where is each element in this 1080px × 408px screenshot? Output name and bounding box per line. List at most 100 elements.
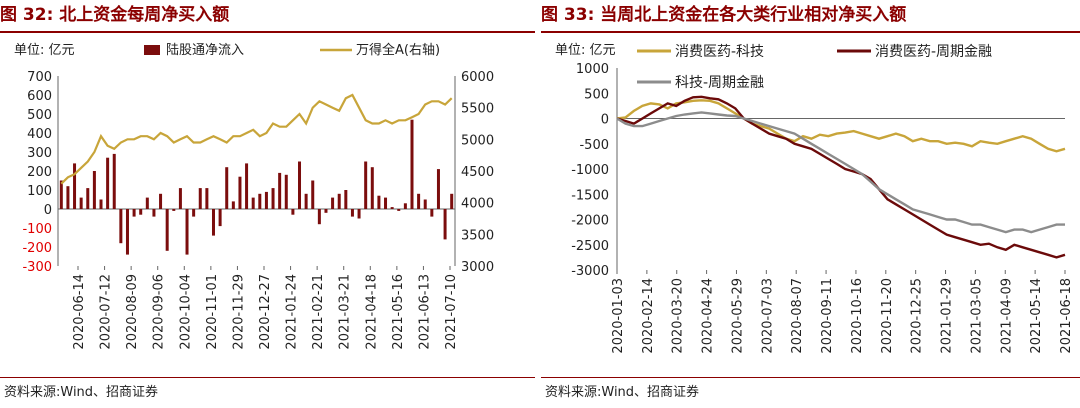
right-panel: 图 33: 当周北上资金在各大类行业相对净买入额 单位: 亿元 消费医药-科技 消费… bbox=[541, 0, 1080, 408]
right-y-tick-label: 6000 bbox=[461, 70, 494, 85]
legend-label-series3: 科技-周期金融 bbox=[675, 75, 764, 91]
bar bbox=[132, 209, 136, 217]
x-tick-label: 2020-05-29 bbox=[730, 278, 745, 354]
bar bbox=[271, 188, 275, 209]
bar bbox=[357, 209, 361, 219]
x-tick-label: 2020-04-24 bbox=[701, 278, 716, 354]
right-title-text: 当周北上资金在各大类行业相对净买入额 bbox=[600, 5, 907, 25]
left-y-tick-label: -300 bbox=[22, 260, 52, 275]
y-tick-label: 0 bbox=[601, 113, 609, 128]
x-tick-label: 2021-05-16 bbox=[391, 274, 406, 350]
bar bbox=[264, 191, 268, 209]
bar bbox=[417, 193, 421, 209]
left-title-rule bbox=[0, 31, 535, 33]
bar bbox=[403, 203, 407, 209]
y-tick-label: -2000 bbox=[571, 214, 609, 229]
bar bbox=[291, 209, 295, 215]
right-title-rule bbox=[541, 31, 1080, 33]
left-source: 资料来源:Wind、招商证券 bbox=[4, 385, 159, 400]
right-y-tick-label: 4500 bbox=[461, 165, 494, 180]
right-y-tick-label: 5000 bbox=[461, 133, 494, 148]
x-tick-label: 2020-11-01 bbox=[205, 274, 220, 350]
left-y-tick-label: 600 bbox=[27, 89, 52, 104]
right-y-tick-label: 4000 bbox=[461, 197, 494, 212]
legend-bar-swatch bbox=[144, 45, 160, 55]
left-y-tick-label: 0 bbox=[44, 203, 52, 218]
legend-label-series2: 消费医药-周期金融 bbox=[875, 44, 992, 60]
bar bbox=[337, 193, 341, 209]
bar bbox=[238, 176, 242, 209]
x-tick-label: 2020-06-14 bbox=[72, 274, 87, 350]
right-title: 图 33: 当周北上资金在各大类行业相对净买入额 bbox=[541, 2, 906, 28]
bar bbox=[397, 209, 401, 211]
left-chart: 单位: 亿元 陆股通净流入 万得全A(右轴) -300 -200 -100 0 100 200 3… bbox=[14, 42, 494, 350]
y-tick-label: 1000 bbox=[576, 62, 609, 77]
bar bbox=[172, 209, 176, 211]
x-tick-label: 2020-10-16 bbox=[850, 278, 865, 354]
bar bbox=[218, 209, 222, 227]
x-tick-label: 2020-02-14 bbox=[641, 278, 656, 354]
x-tick-label: 2021-01-29 bbox=[940, 278, 955, 354]
bar bbox=[106, 157, 110, 209]
left-y-tick-label: 700 bbox=[27, 70, 52, 85]
bar bbox=[344, 190, 348, 209]
x-tick-label: 2020-10-04 bbox=[178, 274, 193, 350]
x-tick-label: 2020-01-03 bbox=[611, 278, 626, 354]
right-source: 资料来源:Wind、招商证券 bbox=[545, 385, 700, 400]
y-tick-label: -1500 bbox=[571, 188, 609, 203]
left-unit-label: 单位: 亿元 bbox=[14, 43, 75, 58]
x-tick-label: 2020-09-11 bbox=[820, 278, 835, 354]
y-tick-label: -500 bbox=[579, 138, 609, 153]
bar bbox=[364, 161, 368, 209]
x-tick-label: 2020-12-25 bbox=[910, 278, 925, 354]
bar bbox=[86, 188, 90, 209]
bar bbox=[59, 180, 63, 209]
x-tick-label: 2020-07-12 bbox=[99, 274, 114, 350]
left-y-tick-label: 500 bbox=[27, 108, 52, 123]
bar bbox=[152, 209, 156, 217]
bar bbox=[112, 153, 116, 209]
bar bbox=[245, 163, 249, 209]
x-tick-label: 2021-05-14 bbox=[1029, 278, 1044, 354]
x-tick-label: 2020-11-20 bbox=[880, 278, 895, 354]
x-tick-label: 2021-03-05 bbox=[969, 278, 984, 354]
right-figure-label: 图 33: bbox=[541, 5, 595, 25]
series-line-1 bbox=[616, 99, 1066, 153]
left-panel: 图 32: 北上资金每周净买入额 单位: 亿元 陆股通净流入 万得全A(右轴) -30… bbox=[0, 0, 535, 408]
bar bbox=[436, 169, 440, 209]
x-tick-label: 2021-02-21 bbox=[311, 274, 326, 350]
left-source-rule bbox=[0, 377, 535, 378]
x-tick-label: 2021-03-21 bbox=[338, 274, 353, 350]
x-tick-label: 2021-06-18 bbox=[1059, 278, 1074, 354]
bar bbox=[311, 180, 315, 209]
series-line-3 bbox=[616, 111, 1065, 234]
bar bbox=[423, 199, 427, 209]
bar bbox=[298, 161, 302, 209]
bar bbox=[198, 188, 202, 209]
bar bbox=[251, 197, 255, 209]
x-tick-label: 2020-09-06 bbox=[152, 274, 167, 350]
right-y-tick-label: 3000 bbox=[461, 260, 494, 275]
bar bbox=[331, 197, 335, 209]
x-tick-label: 2020-12-27 bbox=[258, 274, 273, 350]
bar bbox=[225, 167, 229, 209]
bar bbox=[317, 209, 321, 225]
y-tick-label: -1000 bbox=[571, 163, 609, 178]
bar bbox=[99, 199, 103, 209]
bar bbox=[159, 193, 163, 209]
y-tick-label: 500 bbox=[584, 87, 609, 102]
x-tick-label: 2020-08-07 bbox=[790, 278, 805, 354]
bar bbox=[278, 172, 282, 209]
x-tick-label: 2021-04-09 bbox=[999, 278, 1014, 354]
legend-label-series1: 消费医药-科技 bbox=[675, 44, 764, 60]
left-y-tick-label: -100 bbox=[22, 222, 52, 237]
legend-line-label: 万得全A(右轴) bbox=[356, 42, 440, 58]
bar bbox=[211, 209, 215, 236]
left-y-tick-label: 200 bbox=[27, 165, 52, 180]
bar bbox=[350, 209, 354, 217]
x-tick-label: 2020-07-03 bbox=[760, 278, 775, 354]
bar bbox=[304, 193, 308, 209]
x-tick-label: 2020-03-20 bbox=[671, 278, 686, 354]
x-tick-label: 2021-06-13 bbox=[417, 274, 432, 350]
x-tick-label: 2020-08-09 bbox=[125, 274, 140, 350]
